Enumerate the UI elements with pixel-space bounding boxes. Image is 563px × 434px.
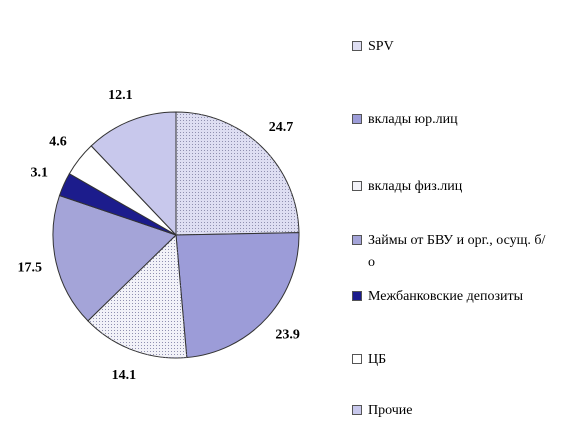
legend-swatch: [352, 41, 362, 51]
legend-item: Прочие: [352, 400, 548, 422]
legend-swatch: [352, 114, 362, 124]
legend-item: SPV: [352, 36, 548, 58]
data-label: 14.1: [112, 368, 137, 383]
legend-label: SPV: [368, 39, 394, 54]
legend-swatch: [352, 405, 362, 415]
data-label: 17.5: [17, 260, 42, 275]
legend-item: вклады юр.лиц: [352, 109, 548, 131]
data-label: 23.9: [275, 327, 300, 342]
pie-slice: [52, 194, 177, 322]
data-label: 24.7: [269, 120, 294, 135]
data-label: 12.1: [108, 88, 133, 103]
legend-label: ЦБ: [368, 352, 387, 367]
data-label: 3.1: [31, 165, 49, 180]
pie-slice: [175, 232, 300, 359]
legend-label: вклады физ.лиц: [368, 179, 463, 194]
legend-label: вклады юр.лиц: [368, 112, 458, 127]
legend-label: Прочие: [368, 403, 413, 418]
data-label: 4.6: [49, 135, 67, 150]
slice-texture: [176, 112, 299, 235]
chart: 24.7 23.9 14.1 17.5 3.14.6 12.1: [17, 88, 300, 383]
slice-texture: [87, 235, 187, 358]
legend-swatch: [352, 181, 362, 191]
legend-item: ЦБ: [352, 349, 548, 371]
pie-slice: [90, 111, 177, 237]
legend-swatch: [352, 235, 362, 245]
legend-item: Займы от БВУ и орг., осущ. б/о: [352, 230, 548, 274]
legend-label: Межбанковские депозиты: [368, 289, 524, 304]
legend-item: Межбанковские депозиты: [352, 286, 548, 308]
legend-swatch: [352, 354, 362, 364]
legend-label: Займы от БВУ и орг., осущ. б/о: [368, 233, 546, 270]
legend-item: вклады физ.лиц: [352, 176, 548, 198]
legend-swatch: [352, 291, 362, 301]
